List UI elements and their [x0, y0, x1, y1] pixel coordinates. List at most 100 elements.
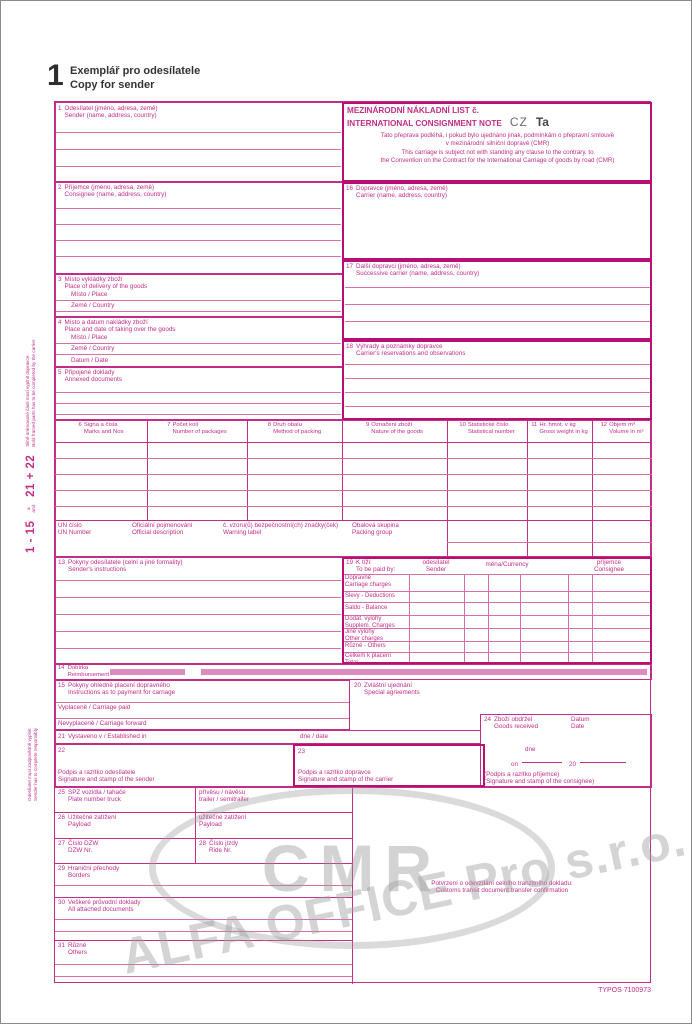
table-header-rule: [55, 442, 652, 443]
margin-note-fields: 1 - 15 a and 21 + 22 Silně orámované část…: [25, 339, 37, 553]
box-14-reimbursement: [55, 664, 652, 680]
rule: [345, 392, 650, 393]
reimbursement-fill-bar: [110, 669, 185, 675]
goods-table: [55, 420, 652, 557]
established-date-label: dne / date: [300, 733, 329, 740]
reimbursement-fill-bar: [201, 669, 647, 675]
box-24-date-label: Datum Date: [571, 716, 590, 731]
charges-grid-divider: [520, 574, 521, 663]
table-col-12-header: 12 Objem m³ Volume in m³: [600, 422, 644, 435]
rule: [56, 580, 341, 581]
paid-by-sender-header: odesílatel Sender: [422, 559, 450, 574]
un-section-rule: [55, 520, 652, 521]
copy-number: 1: [47, 59, 64, 92]
form-title-cs: MEZINÁRODNÍ NÁKLADNÍ LIST č.: [347, 106, 479, 115]
copy-title-en: Copy for sender: [70, 78, 155, 91]
box-30-label: 30 Veškeré průvodní doklady All attached d…: [58, 899, 141, 914]
rule: [344, 602, 650, 603]
box-13-label: 13 Pokyny odesílatele (celní a jiné forma…: [58, 559, 183, 574]
charges-row-deductions: Slevy - Deductions: [345, 593, 396, 599]
rule: [56, 718, 349, 719]
table-divider: [342, 420, 343, 520]
rule: [56, 149, 341, 150]
country-code: CZ: [509, 115, 528, 129]
rule: [56, 343, 341, 344]
table-col-10-header: 10 Statistické číslo Statistical number: [459, 422, 515, 435]
rule: [55, 506, 652, 507]
rule: [56, 208, 341, 209]
charges-row-balance: Saldo - Balance: [345, 605, 388, 611]
box-24-year-prefix: 20: [569, 761, 577, 768]
box-27-label: 27 Číslo DZW DZW Nr.: [58, 840, 99, 855]
rule: [344, 615, 650, 616]
rule: [55, 490, 652, 491]
rule: [56, 403, 341, 404]
rule: [345, 378, 650, 379]
box-26-label: 26 Užitečné zatížení Payload: [58, 814, 117, 829]
box-title-header: [342, 102, 652, 182]
rule: [55, 931, 352, 932]
section-rule: [55, 940, 352, 941]
box-2-label: 2 Příjemce (jméno, adresa, země) Consignee…: [58, 184, 167, 199]
rule: [56, 224, 341, 225]
rule: [56, 240, 341, 241]
rule: [345, 406, 650, 407]
rule: [345, 287, 650, 288]
rule: [56, 631, 341, 632]
margin-bold-note: Silně orámované části musí vyplnit dopra…: [25, 338, 36, 447]
rule: [56, 414, 341, 415]
table-divider: [247, 420, 248, 520]
box-24-label: 24 Zboží obdržel Goods received: [484, 716, 539, 731]
table-divider: [447, 420, 448, 557]
margin-range-1: 1 - 15: [25, 520, 37, 553]
cmr-convention-note: Tato přeprava podléhá, i pokud bylo ujed…: [380, 132, 615, 165]
charges-row-total: Celkem k placení Total: [345, 653, 392, 666]
box-21-established-in: [55, 730, 481, 744]
section-rule: [55, 787, 652, 788]
box-18-reservations: [342, 340, 652, 420]
rule: [344, 628, 650, 629]
section-rule: [55, 897, 352, 898]
customs-confirmation-label: Potvrzení o odevzdání celního tranzitníh…: [431, 880, 573, 895]
box-24-goods-received: [480, 714, 652, 787]
rule: [56, 311, 341, 312]
box-17-successive-carrier: [342, 260, 652, 340]
box-1-label: 1 Odesílatel (jméno, adresa, země) Sender …: [58, 105, 158, 120]
copy-title-cs: Exemplář pro odesílatele: [70, 65, 201, 77]
box-4-label: 4 Místo a datum nakládky zboží Place and d…: [58, 319, 176, 334]
rule: [344, 641, 650, 642]
packing-group-label: Obalová skupina Packing group: [352, 522, 399, 537]
box-31-label: 31 Různé Others: [58, 942, 87, 957]
currency-header: měna/Currency: [485, 561, 529, 568]
rule: [345, 321, 650, 322]
rule: [56, 256, 341, 257]
box-19-label: 19 K tíži: To be paid by:: [346, 559, 396, 574]
un-number-label: UN číslo UN Number: [58, 522, 92, 537]
box-18-label: 18 Výhrady a poznámky dopravce Carrier's r…: [346, 343, 466, 358]
fill-in-line: [522, 762, 562, 763]
rule: [345, 304, 650, 305]
section-divider: [352, 787, 353, 984]
box-26-trailer-payload-label: užitečné zatížení Payload: [199, 814, 247, 829]
section-rule: [55, 863, 352, 864]
charges-row-carriage: Dopravné Carriage charges: [345, 575, 392, 588]
box-4-place-label: Místo / Place: [71, 334, 108, 341]
charges-grid-divider: [464, 574, 465, 663]
rule: [56, 614, 341, 615]
charges-grid-divider: [409, 574, 410, 663]
print-code: TYPOS 7100973: [598, 987, 651, 994]
box-25-trailer-label: přívěsu / návěsu trailer / semitrailer: [199, 789, 250, 804]
box-20-label: 20 Zvláštní ujednání Special agreements: [354, 682, 420, 697]
rule: [56, 702, 349, 703]
box-3-label: 3 Místo vykládky zboží Place of delivery o…: [58, 276, 148, 291]
rule: [56, 132, 341, 133]
sender-signature-label: Podpis a razítko odesílatele Signature an…: [58, 769, 155, 784]
table-col-9-header: 9 Označení zboží Nature of the goods: [365, 422, 424, 435]
box-15-label: 15 Pokyny ohledně placení dopravného Instr…: [58, 682, 176, 697]
form-title-line2: INTERNATIONAL CONSIGNMENT NOTE CZ Ta: [347, 115, 549, 129]
consignee-signature-label: (Podpis a razítko příjemce) (Signature an…: [484, 771, 595, 786]
box-5-label: 5 Připojené doklady Annexed documents: [58, 369, 122, 384]
box-23-carrier-signature: [293, 744, 485, 787]
rule: [56, 354, 341, 355]
rule: [344, 652, 650, 653]
